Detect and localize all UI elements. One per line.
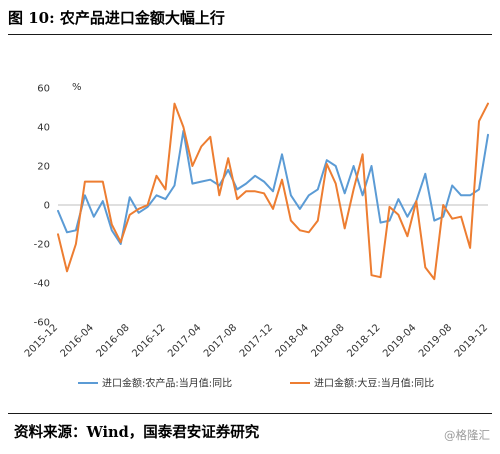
legend-label-1: 进口金额:农产品:当月值:同比 [102, 377, 232, 390]
x-tick-label: 2017-12 [238, 322, 275, 359]
y-tick-label: -20 [34, 240, 50, 251]
x-tick-label: 2018-08 [309, 322, 346, 359]
y-tick-label: -60 [34, 318, 50, 329]
x-tick-label: 2018-12 [345, 322, 382, 359]
x-tick-label: 2019-08 [417, 322, 454, 359]
x-tick-label: 2016-08 [94, 322, 131, 359]
y-axis-unit-label: % [72, 82, 82, 93]
bottom-rule [8, 413, 492, 414]
x-tick-label: 2016-04 [59, 322, 96, 359]
x-tick-label: 2019-04 [381, 322, 418, 359]
watermark: @格隆汇 [444, 428, 490, 442]
y-tick-label: 20 [37, 162, 50, 173]
x-tick-label: 2019-12 [453, 322, 490, 359]
y-tick-label: 60 [37, 84, 50, 95]
x-tick-label: 2018-04 [274, 322, 311, 359]
y-tick-label: 40 [37, 123, 50, 134]
series-line-2 [57, 102, 489, 281]
series-line-1 [57, 129, 489, 245]
top-rule [8, 34, 492, 35]
y-tick-label: 0 [44, 201, 50, 212]
x-tick-label: 2017-04 [166, 322, 203, 359]
x-tick-label: 2016-12 [130, 322, 167, 359]
y-tick-label: -40 [34, 279, 50, 290]
figure-source: 资料来源：Wind，国泰君安证券研究 [14, 424, 260, 441]
legend-label-2: 进口金额:大豆:当月值:同比 [314, 377, 434, 390]
figure-title: 图 10: 农产品进口金额大幅上行 [8, 9, 225, 27]
x-tick-label: 2017-08 [202, 322, 239, 359]
